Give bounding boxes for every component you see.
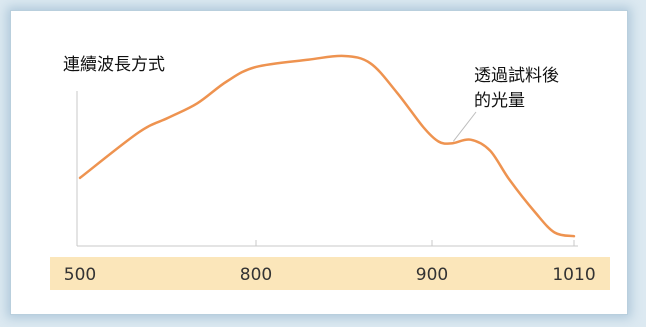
annotation-line-2: 的光量 <box>474 91 525 111</box>
annotation-label: 透過試料後 的光量 <box>474 64 559 114</box>
annotation-line-1: 透過試料後 <box>474 66 559 86</box>
x-tick-label-800: 800 <box>239 265 273 285</box>
annotation-leader <box>452 111 477 142</box>
x-tick-label-1010: 1010 <box>552 265 596 285</box>
x-axis-band <box>50 257 610 290</box>
chart-title: 連續波長方式 <box>63 55 165 75</box>
x-tick-label-900: 900 <box>415 265 449 285</box>
series-line <box>78 54 576 238</box>
x-tick-label-500: 500 <box>63 265 97 285</box>
